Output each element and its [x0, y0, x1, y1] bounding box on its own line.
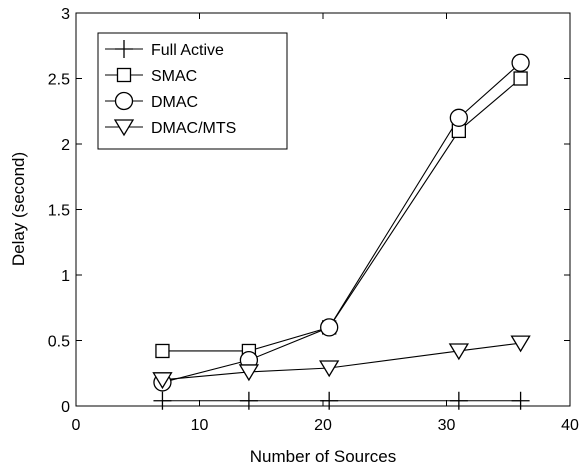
data-point — [320, 318, 339, 337]
x-axis-label: Number of Sources — [250, 447, 396, 466]
series-markers — [152, 53, 531, 410]
legend-item: Full Active — [105, 40, 224, 59]
data-point — [153, 391, 172, 410]
data-point — [511, 53, 530, 72]
legend: Full Active SMAC DMAC DMAC/MTS — [97, 32, 288, 150]
legend-label: Full Active — [151, 42, 224, 59]
legend-item: SMAC — [105, 67, 197, 85]
y-tick-label: 1 — [61, 268, 70, 285]
x-tick-label: 20 — [314, 417, 332, 434]
x-tick-label: 30 — [438, 417, 456, 434]
legend-marker — [114, 91, 134, 111]
legend-item: DMAC/MTS — [105, 119, 236, 137]
data-point — [448, 343, 469, 361]
y-tick-label: 3 — [61, 6, 70, 23]
legend-marker — [116, 67, 132, 83]
data-point — [239, 391, 258, 410]
legend-box — [97, 32, 288, 150]
data-point — [449, 391, 468, 410]
legend-label: SMAC — [151, 68, 197, 85]
y-tick-label: 1.5 — [48, 203, 70, 220]
legend-item: DMAC — [105, 91, 198, 111]
y-tick-label: 0.5 — [48, 334, 70, 351]
data-point — [152, 372, 173, 390]
x-tick-label: 0 — [72, 417, 81, 434]
data-point — [510, 335, 531, 353]
data-point — [238, 364, 260, 382]
y-tick-label: 2.5 — [48, 72, 70, 89]
y-tick-label: 0 — [61, 399, 70, 416]
y-tick-label: 2 — [61, 137, 70, 154]
data-point — [511, 391, 530, 410]
data-point — [320, 391, 339, 410]
x-tick-label: 10 — [191, 417, 209, 434]
x-tick-label: 40 — [561, 417, 579, 434]
y-axis-label: Delay (second) — [9, 152, 28, 266]
data-point — [449, 108, 469, 127]
axis-ticks: 0 10 20 30 40 0 0.5 1 1.5 2 2.5 3 — [48, 6, 579, 434]
data-point — [513, 71, 528, 86]
legend-marker — [113, 119, 135, 137]
legend-marker — [115, 40, 133, 58]
data-point — [155, 343, 170, 359]
legend-label: DMAC/MTS — [151, 120, 236, 137]
data-point — [319, 360, 340, 378]
legend-label: DMAC — [151, 94, 198, 111]
